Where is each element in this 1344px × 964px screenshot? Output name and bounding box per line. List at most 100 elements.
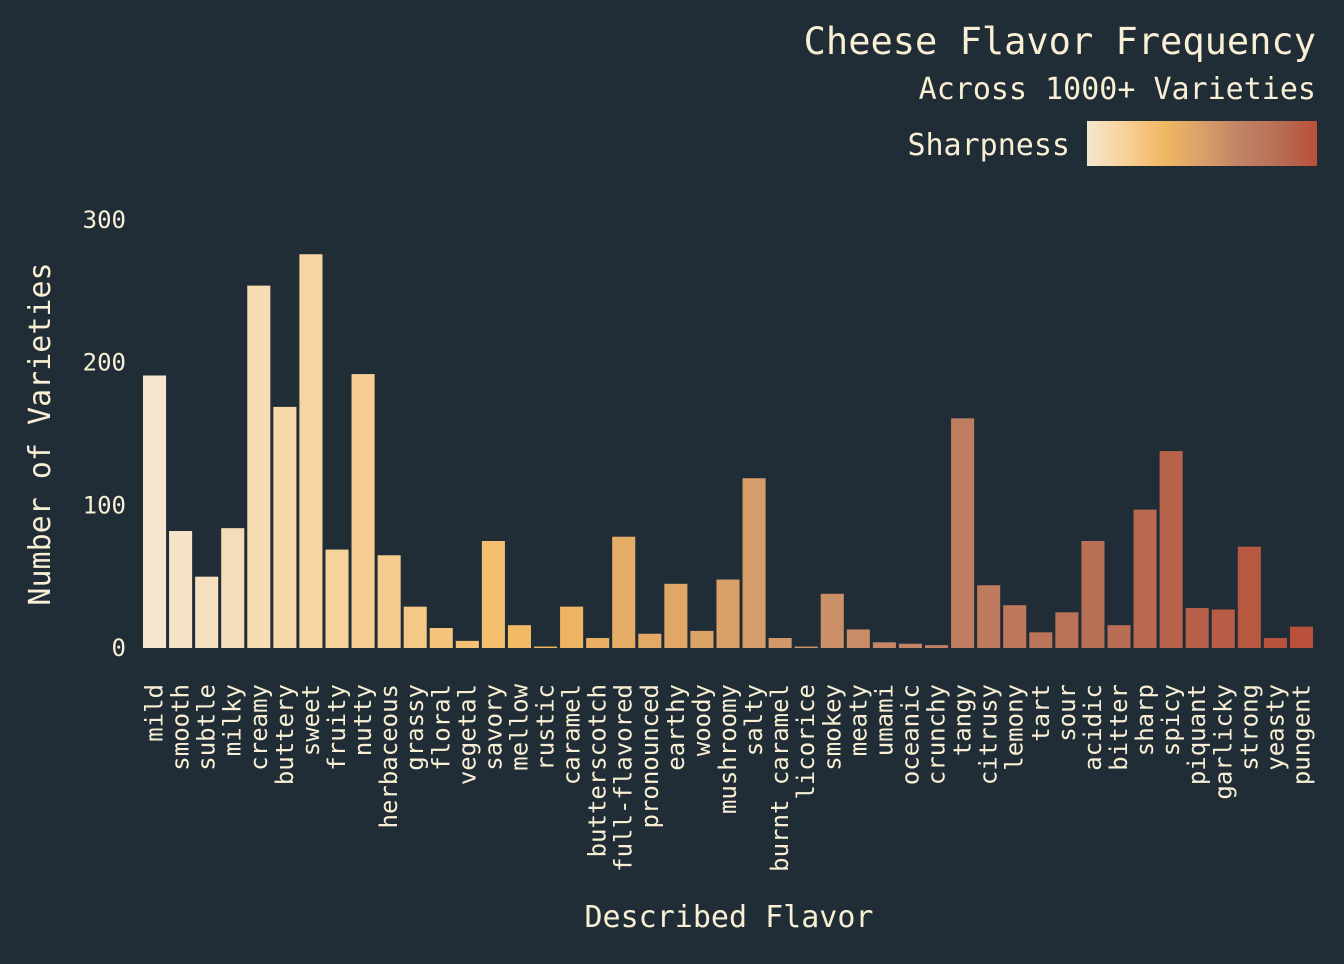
x-tick-label: smooth — [167, 684, 195, 771]
bar-sweet — [299, 254, 323, 649]
x-tick-label: citrusy — [975, 684, 1003, 785]
bar-smokey — [820, 593, 844, 648]
x-tick-label: mushroomy — [714, 684, 742, 814]
bar-yeasty — [1263, 638, 1287, 648]
bar-rustic — [534, 646, 558, 648]
bar-pungent — [1289, 626, 1313, 648]
bar-earthy — [664, 583, 688, 648]
x-tick-label: sweet — [297, 684, 325, 756]
x-tick-label: mild — [141, 684, 169, 742]
x-tick-label: vegetal — [453, 684, 481, 785]
x-tick-label: lemony — [1001, 684, 1029, 771]
x-tick-label: burnt caramel — [766, 684, 794, 872]
bar-fruity — [325, 549, 349, 648]
x-tick-label: sour — [1053, 684, 1081, 742]
bar-sharp — [1133, 509, 1157, 648]
x-tick-label: tangy — [949, 684, 977, 756]
x-tick-label: bitter — [1105, 684, 1133, 771]
x-tick-label: sharp — [1131, 684, 1159, 756]
bar-grassy — [403, 606, 427, 648]
x-tick-label: milky — [219, 684, 247, 756]
x-axis-label: Described Flavor — [585, 900, 874, 935]
x-tick-label: savory — [479, 684, 507, 771]
x-tick-label: garlicky — [1209, 684, 1237, 800]
bar-milky — [221, 528, 245, 648]
bar-subtle — [195, 576, 219, 648]
bar-pronounced — [638, 633, 662, 648]
bar-piquant — [1185, 608, 1209, 648]
x-tick-label: yeasty — [1261, 684, 1289, 771]
x-tick-label: subtle — [193, 684, 221, 771]
x-axis-ticks: mildsmoothsubtlemilkycreamybutterysweetf… — [141, 683, 1316, 871]
x-tick-label: umami — [870, 684, 898, 756]
bar-lemony — [1003, 605, 1027, 648]
bar-burnt-caramel — [768, 638, 792, 648]
x-tick-label: herbaceous — [375, 684, 403, 829]
x-tick-label: acidic — [1079, 684, 1107, 771]
bar-butterscotch — [586, 638, 610, 648]
chart-title: Cheese Flavor Frequency — [804, 20, 1316, 63]
x-tick-label: full-flavored — [610, 684, 638, 872]
bar-acidic — [1081, 541, 1105, 648]
legend-title: Sharpness — [907, 128, 1070, 163]
bar-tangy — [951, 418, 975, 648]
bar-nutty — [351, 374, 375, 648]
bar-savory — [481, 541, 505, 648]
x-tick-label: crunchy — [923, 684, 951, 785]
x-tick-label: pronounced — [636, 684, 664, 829]
x-tick-label: oceanic — [896, 684, 924, 785]
bar-vegetal — [455, 640, 479, 648]
x-tick-label: butterscotch — [584, 684, 612, 857]
x-tick-label: smokey — [818, 684, 846, 771]
x-tick-label: spicy — [1157, 684, 1185, 756]
x-tick-label: caramel — [558, 684, 586, 785]
x-tick-label: woody — [688, 684, 716, 756]
bar-tart — [1029, 632, 1053, 648]
bar-salty — [742, 478, 766, 648]
bar-oceanic — [898, 643, 922, 648]
bar-umami — [872, 642, 896, 648]
bar-floral — [429, 628, 453, 648]
x-tick-label: creamy — [245, 684, 273, 771]
y-axis-ticks: 0 100 200 300 — [83, 206, 126, 662]
x-tick-label: nutty — [349, 684, 377, 756]
x-tick-label: meaty — [844, 684, 872, 756]
x-tick-label: salty — [740, 684, 768, 756]
bar-caramel — [560, 606, 584, 648]
bar-herbaceous — [377, 555, 401, 648]
bar-bitter — [1107, 625, 1131, 648]
x-tick-label: buttery — [271, 684, 299, 785]
y-tick-label: 300 — [83, 206, 126, 234]
x-tick-label: fruity — [323, 684, 351, 771]
bar-mellow — [507, 625, 531, 648]
bar-sour — [1055, 612, 1079, 648]
x-tick-label: floral — [427, 684, 455, 771]
bar-creamy — [247, 285, 271, 648]
legend-colorbar — [1087, 121, 1317, 166]
bar-full-flavored — [612, 536, 636, 648]
x-tick-label: mellow — [505, 683, 533, 770]
bar-buttery — [273, 406, 297, 648]
bar-strong — [1237, 546, 1261, 648]
x-tick-label: strong — [1235, 684, 1263, 771]
bar-smooth — [169, 531, 193, 648]
y-axis-label: Number of Varieties — [23, 262, 58, 605]
x-tick-label: pungent — [1287, 684, 1315, 785]
x-tick-label: earthy — [662, 684, 690, 771]
chart-subtitle: Across 1000+ Varieties — [919, 72, 1316, 107]
bar-mushroomy — [716, 579, 740, 648]
x-tick-label: piquant — [1183, 684, 1211, 785]
bar-mild — [143, 375, 167, 648]
bar-crunchy — [925, 645, 949, 648]
bar-licorice — [794, 646, 818, 648]
bars — [143, 254, 1313, 649]
y-tick-label: 0 — [112, 634, 126, 662]
bar-citrusy — [977, 585, 1001, 648]
bar-spicy — [1159, 451, 1183, 648]
x-tick-label: licorice — [792, 684, 820, 800]
bar-woody — [690, 630, 714, 648]
bar-meaty — [846, 629, 870, 648]
x-tick-label: rustic — [532, 684, 560, 771]
